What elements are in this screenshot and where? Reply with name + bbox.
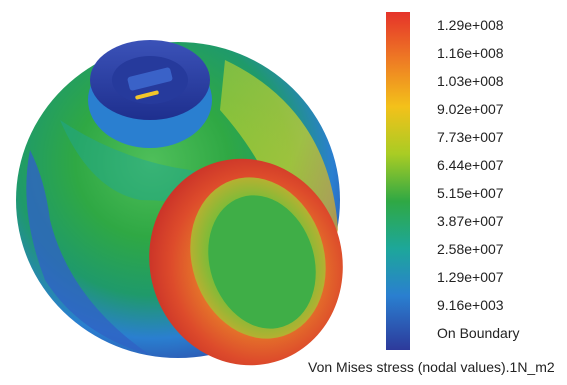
legend-value-9: 1.29e+007: [437, 269, 504, 285]
legend-value-2: 1.03e+008: [437, 73, 504, 89]
legend-value-3: 9.02e+007: [437, 101, 504, 117]
stress-model-render: [16, 40, 343, 366]
neck-slot: [127, 67, 173, 91]
stress-band-left: [26, 150, 150, 355]
legend-caption: Von Mises stress (nodal values).1N_m2: [308, 359, 555, 375]
legend-value-6: 5.15e+007: [437, 185, 504, 201]
legend-value-5: 6.44e+007: [437, 157, 504, 173]
legend-value-10: 9.16e+003: [437, 297, 504, 313]
legend-value-boundary: On Boundary: [437, 325, 520, 341]
legend-value-7: 3.87e+007: [437, 213, 504, 229]
legend-value-0: 1.29e+008: [437, 17, 504, 33]
color-legend-bar: [386, 12, 410, 350]
model-viewport[interactable]: [0, 0, 400, 380]
neck-slot-highlight: [135, 90, 159, 100]
legend-value-8: 2.58e+007: [437, 241, 504, 257]
bore-inner-wall: [208, 195, 316, 329]
legend-value-1: 1.16e+008: [437, 45, 504, 61]
legend-value-4: 7.73e+007: [437, 129, 504, 145]
